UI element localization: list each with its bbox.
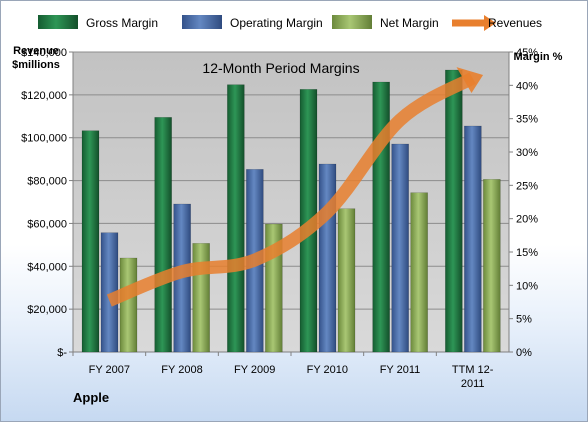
net-margin-bar bbox=[337, 208, 356, 353]
left-tick-label: $- bbox=[57, 347, 67, 359]
revenues-line-path bbox=[106, 72, 476, 307]
x-tick-label-line: FY 2010 bbox=[307, 364, 348, 376]
legend-label: Operating Margin bbox=[230, 16, 323, 30]
left-tick-label: $40,000 bbox=[27, 261, 67, 273]
legend-revenues-arrow bbox=[484, 15, 496, 31]
left-tick-label: $80,000 bbox=[27, 176, 67, 188]
company-label: Apple bbox=[73, 390, 109, 405]
right-tick-label: 15% bbox=[516, 247, 538, 259]
right-tick-label: 10% bbox=[516, 280, 538, 292]
revenues-line-arrowhead bbox=[456, 67, 484, 94]
x-tick-label-line: FY 2011 bbox=[380, 364, 421, 376]
net-margin-bar bbox=[119, 257, 138, 353]
right-tick-label: 20% bbox=[516, 214, 538, 226]
gross-margin-bar bbox=[81, 130, 100, 353]
left-tick-label: $100,000 bbox=[21, 133, 67, 145]
right-tick-label: 30% bbox=[516, 147, 538, 159]
legend: Gross Margin Operating Margin Net Margin Re… bbox=[38, 15, 542, 31]
left-axis-title: Revenue $millions bbox=[12, 45, 60, 71]
left-tick-label: $140,000 bbox=[21, 47, 67, 59]
right-tick-label: 40% bbox=[516, 80, 538, 92]
x-tick-label-line: FY 2008 bbox=[161, 364, 202, 376]
x-tick-label: FY 2007 bbox=[89, 364, 130, 376]
operating-margin-bar bbox=[391, 143, 409, 353]
revenues-line bbox=[106, 67, 484, 307]
legend-label: Gross Margin bbox=[86, 16, 158, 30]
operating-margin-bar bbox=[464, 125, 482, 353]
right-tick-label: 0% bbox=[516, 347, 532, 359]
legend-operating-margin-swatch bbox=[182, 15, 222, 29]
x-tick-label-line: FY 2007 bbox=[89, 364, 130, 376]
legend-gross-margin-swatch bbox=[38, 15, 78, 29]
legend-label: Net Margin bbox=[380, 16, 439, 30]
x-tick-label-line: TTM 12- bbox=[452, 364, 494, 376]
left-axis-title-line: $millions bbox=[12, 59, 60, 71]
x-tick-label: FY 2008 bbox=[161, 364, 202, 376]
gross-margin-bar bbox=[445, 69, 463, 353]
x-tick-label: FY 2010 bbox=[307, 364, 348, 376]
x-tick-label-line: 2011 bbox=[461, 378, 485, 390]
left-axis: $- $20,000 $40,000 $60,000 $80,000 $100,000 $1… bbox=[21, 47, 74, 359]
gross-margin-bar bbox=[372, 81, 390, 353]
x-tick-label-line: FY 2009 bbox=[234, 364, 275, 376]
legend-label: Revenues bbox=[488, 16, 542, 30]
gross-margin-bar bbox=[154, 117, 172, 353]
chart-title: 12-Month Period Margins bbox=[202, 60, 359, 76]
right-tick-label: 25% bbox=[516, 180, 538, 192]
net-margin-bar bbox=[192, 243, 210, 353]
legend-net-margin-swatch bbox=[332, 15, 372, 29]
x-tick-label: FY 2009 bbox=[234, 364, 275, 376]
right-tick-label: 35% bbox=[516, 114, 538, 126]
left-axis-title-line: Revenue bbox=[13, 45, 59, 57]
right-tick-label: 45% bbox=[516, 47, 538, 59]
net-margin-bar bbox=[483, 179, 501, 353]
x-axis: FY 2007 FY 2008 FY 2009 FY 2010 FY 2011 TTM 1… bbox=[72, 352, 494, 390]
gross-margin-bar bbox=[227, 84, 245, 353]
net-margin-bar bbox=[410, 192, 428, 353]
left-tick-label: $20,000 bbox=[27, 304, 67, 316]
right-axis-title: Margin % bbox=[514, 51, 563, 63]
right-tick-label: 5% bbox=[516, 314, 532, 326]
left-tick-label: $60,000 bbox=[27, 218, 67, 230]
x-tick-label: FY 2011 bbox=[380, 364, 421, 376]
operating-margin-bar bbox=[318, 163, 337, 353]
left-tick-label: $120,000 bbox=[21, 90, 67, 102]
x-tick-label: TTM 12- 2011 bbox=[452, 364, 494, 390]
